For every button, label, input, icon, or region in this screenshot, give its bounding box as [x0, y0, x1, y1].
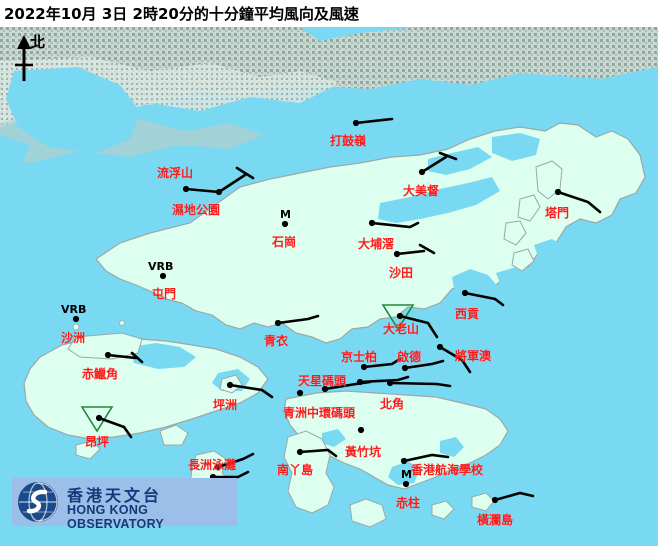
tung-chung-bay — [130, 343, 196, 369]
station-marker[interactable] — [226, 381, 234, 389]
station-marker[interactable] — [274, 319, 282, 327]
station-marker[interactable] — [418, 168, 426, 176]
page-title: 2022年10月 3日 2時20分的十分鐘平均風向及風速 — [4, 5, 359, 23]
station-marker[interactable] — [159, 272, 167, 280]
waglan-island — [471, 492, 495, 512]
port-shelter — [506, 307, 540, 329]
water-inlet-west — [0, 135, 30, 173]
wind-barb — [398, 314, 439, 339]
wind-barb — [395, 243, 436, 256]
north-label: 北 — [30, 33, 46, 51]
wind-barb — [298, 448, 338, 458]
wind-barb — [362, 357, 402, 369]
station-marker[interactable] — [72, 315, 80, 323]
wind-barb — [420, 151, 458, 174]
station-marker[interactable] — [461, 289, 469, 297]
station-marker[interactable] — [360, 363, 368, 371]
station-marker[interactable] — [393, 250, 401, 258]
station-marker[interactable] — [368, 219, 376, 227]
map-canvas[interactable]: 打鼓嶺 流浮山 濕地公園 大美督 塔門 石崗 M 大埔滘 沙田 屯門 VRB 西貢 沙洲 VRB 大老山 青衣… — [0, 27, 658, 546]
wind-barb-layer — [72, 117, 602, 504]
station-marker[interactable] — [296, 389, 304, 397]
station-marker[interactable] — [215, 188, 223, 196]
station-marker[interactable] — [104, 351, 112, 359]
starling-inlet — [492, 133, 540, 161]
station-marker[interactable] — [357, 426, 365, 434]
hko-name-zh: 香港天文台 — [67, 486, 163, 505]
station-marker[interactable] — [554, 188, 562, 196]
deep-bay-water — [6, 67, 140, 153]
hko-name-en: HONG KONG OBSERVATORY — [67, 503, 165, 531]
station-marker[interactable] — [396, 312, 404, 320]
wind-barb — [370, 221, 420, 229]
repulse-bay — [440, 437, 464, 457]
station-marker[interactable] — [400, 457, 408, 465]
station-marker[interactable] — [402, 480, 410, 488]
small-island-ne — [503, 220, 527, 246]
wind-barb — [438, 345, 472, 374]
wind-barb — [556, 190, 602, 214]
kat-o-island — [517, 194, 541, 222]
wind-barb — [402, 453, 450, 463]
wind-barb — [276, 314, 320, 325]
wind-barb — [358, 375, 410, 384]
hko-logo-icon — [18, 482, 58, 522]
long-harbour — [534, 239, 566, 263]
islet-sw2 — [75, 440, 101, 460]
wind-barb — [403, 359, 445, 370]
inner-port-shelter — [496, 267, 530, 293]
wind-barb — [184, 187, 221, 194]
station-marker[interactable] — [95, 414, 103, 422]
station-marker[interactable] — [296, 448, 304, 456]
station-marker[interactable] — [352, 119, 360, 127]
wind-barb — [97, 416, 133, 439]
wind-barb — [228, 383, 274, 399]
hko-logo: 香港天文台 HONG KONG OBSERVATORY — [12, 478, 237, 531]
wind-barb — [216, 452, 255, 469]
lung-kwu-chau-island — [119, 320, 125, 326]
wind-barb — [463, 291, 505, 307]
aberdeen-channel — [322, 429, 346, 447]
lantau-island — [23, 336, 269, 440]
station-marker[interactable] — [182, 185, 190, 193]
tai-tam-bay — [388, 461, 420, 485]
tolo-harbour — [378, 177, 500, 223]
wind-barb — [354, 117, 394, 125]
po-toi-island — [431, 500, 455, 520]
station-marker[interactable] — [321, 385, 329, 393]
station-marker[interactable] — [436, 343, 444, 351]
wind-barb — [493, 491, 535, 502]
north-arrow-icon — [15, 35, 33, 81]
station-marker[interactable] — [401, 364, 409, 372]
map-geography — [0, 27, 658, 546]
small-island-ne2 — [511, 248, 535, 272]
station-marker[interactable] — [214, 463, 222, 471]
station-marker[interactable] — [386, 379, 394, 387]
station-marker[interactable] — [491, 496, 499, 504]
tolo-channel — [428, 147, 492, 175]
title-bar: 2022年10月 3日 2時20分的十分鐘平均風向及風速 — [0, 0, 658, 27]
south-island — [349, 498, 387, 528]
wind-barb — [323, 380, 372, 391]
wind-barb — [217, 166, 255, 194]
tap-mun-island — [535, 160, 563, 200]
station-marker[interactable] — [281, 220, 289, 228]
wind-barb — [106, 351, 144, 364]
islet-sw — [159, 424, 189, 446]
wind-barb — [388, 381, 452, 388]
wind-barb — [211, 470, 250, 479]
sha-chau-island — [72, 323, 80, 331]
